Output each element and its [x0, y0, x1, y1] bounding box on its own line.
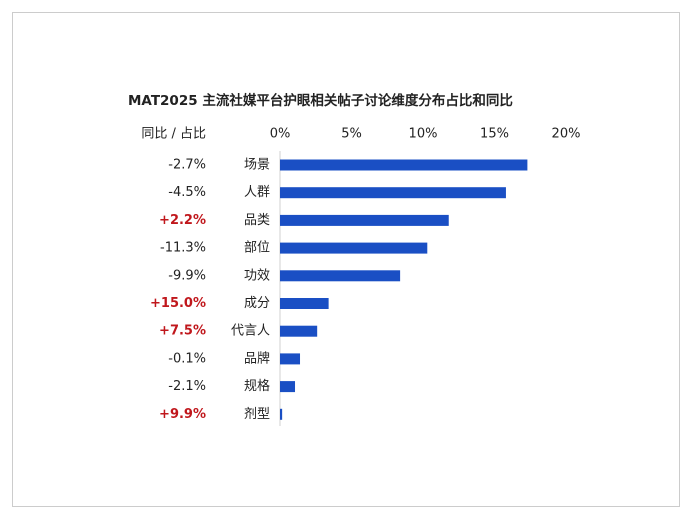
bar	[280, 242, 428, 254]
bar	[280, 159, 528, 171]
yoy-label: -9.9%	[168, 268, 206, 283]
yoy-label: +2.2%	[159, 213, 206, 228]
yoy-label: +15.0%	[150, 296, 206, 311]
x-tick-label: 0%	[270, 127, 291, 142]
yoy-label: -2.1%	[168, 379, 206, 394]
yoy-label: -11.3%	[160, 241, 206, 256]
frame	[12, 12, 680, 507]
category-label: 剂型	[244, 407, 270, 422]
bar	[280, 353, 301, 365]
category-label: 成分	[244, 296, 270, 311]
bar	[280, 187, 506, 199]
bar	[280, 270, 401, 282]
category-label: 规格	[244, 378, 270, 394]
category-label: 部位	[244, 241, 270, 256]
yoy-label: -0.1%	[168, 351, 206, 366]
bar	[280, 408, 283, 420]
category-label: 功效	[244, 268, 270, 283]
x-tick-label: 15%	[480, 127, 509, 142]
category-label: 人群	[244, 185, 270, 200]
bar	[280, 214, 449, 226]
bar	[280, 325, 318, 337]
category-label: 品类	[244, 213, 270, 228]
x-tick-label: 20%	[552, 127, 581, 142]
yoy-label: -2.7%	[168, 158, 206, 173]
yoy-label: +7.5%	[159, 324, 206, 339]
bar	[280, 381, 296, 393]
bar	[280, 298, 329, 309]
category-label: 场景	[244, 158, 270, 173]
yoy-label: -4.5%	[168, 185, 206, 200]
label-header: 同比 / 占比	[141, 127, 206, 142]
category-label: 代言人	[231, 324, 270, 339]
chart-title: MAT2025 主流社媒平台护眼相关帖子讨论维度分布占比和同比	[128, 92, 513, 109]
x-tick-label: 5%	[341, 127, 362, 142]
yoy-label: +9.9%	[159, 407, 206, 422]
x-tick-label: 10%	[409, 127, 438, 142]
category-label: 品牌	[244, 350, 270, 366]
